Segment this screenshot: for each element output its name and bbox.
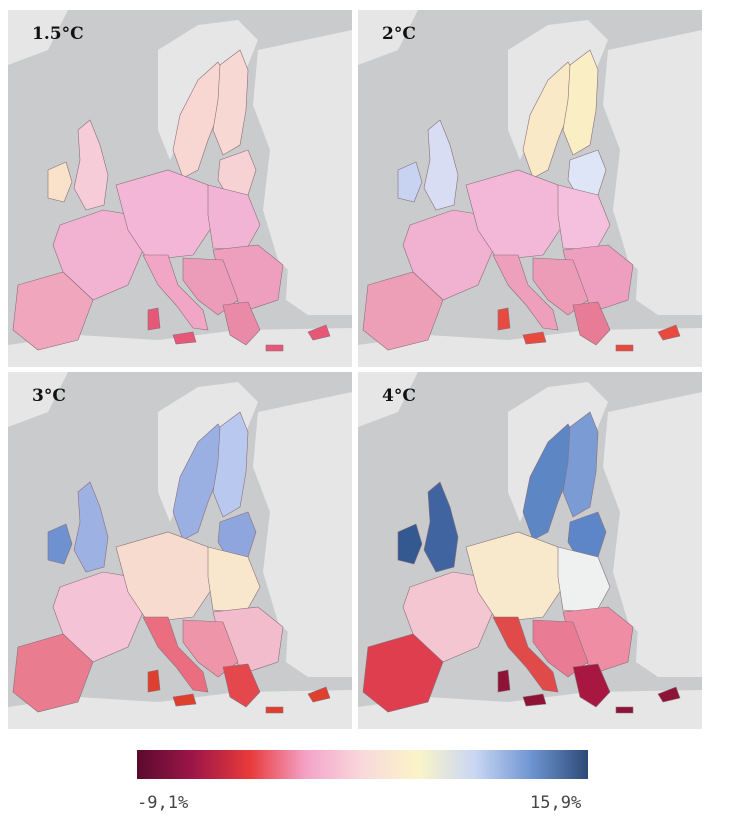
region-ireland bbox=[47, 161, 73, 203]
region-balkans bbox=[532, 619, 589, 678]
panel-label: 1.5°C bbox=[32, 24, 84, 44]
region-british bbox=[423, 119, 459, 211]
region-iberia bbox=[362, 633, 444, 713]
map-panel-2c: 2°C bbox=[358, 10, 702, 367]
europe-map-2c bbox=[358, 10, 702, 367]
russia-belarus-land bbox=[253, 30, 352, 310]
map-panel-4c: 4°C bbox=[358, 372, 702, 729]
russia-belarus-land bbox=[253, 392, 352, 672]
region-iberia bbox=[12, 271, 94, 351]
region-finland bbox=[212, 411, 249, 518]
region-central bbox=[115, 531, 214, 623]
region-greece bbox=[572, 663, 611, 708]
color-scale-bar bbox=[137, 750, 588, 779]
greenland-edge-land bbox=[358, 372, 418, 427]
region-greece bbox=[222, 301, 261, 346]
greenland-edge-land bbox=[8, 372, 68, 427]
region-islands bbox=[147, 307, 331, 352]
north-africa-land bbox=[358, 328, 702, 367]
turkey-land bbox=[286, 617, 352, 677]
region-british bbox=[73, 119, 109, 211]
panel-label: 2°C bbox=[382, 24, 416, 44]
region-italy bbox=[492, 616, 559, 693]
region-france bbox=[402, 571, 494, 663]
europe-map-4c bbox=[358, 372, 702, 729]
region-finland bbox=[562, 411, 599, 518]
region-central bbox=[465, 169, 564, 261]
region-france bbox=[52, 571, 144, 663]
legend-min-label: -9,1% bbox=[137, 793, 189, 813]
region-british bbox=[73, 481, 109, 573]
region-balkans bbox=[532, 257, 589, 316]
region-ireland bbox=[397, 523, 423, 565]
region-italy bbox=[492, 254, 559, 331]
map-panel-3c: 3°C bbox=[8, 372, 352, 729]
region-islands bbox=[497, 669, 681, 714]
region-italy bbox=[142, 254, 209, 331]
region-islands bbox=[147, 669, 331, 714]
color-scale-legend bbox=[137, 750, 588, 779]
region-british bbox=[423, 481, 459, 573]
region-france bbox=[52, 209, 144, 301]
turkey-land bbox=[636, 617, 702, 677]
region-finland bbox=[562, 49, 599, 156]
region-italy bbox=[142, 616, 209, 693]
region-ireland bbox=[397, 161, 423, 203]
north-africa-land bbox=[8, 690, 352, 729]
north-africa-land bbox=[358, 690, 702, 729]
turkey-land bbox=[636, 255, 702, 315]
region-iberia bbox=[362, 271, 444, 351]
legend-max-label: 15,9% bbox=[530, 793, 582, 813]
region-finland bbox=[212, 49, 249, 156]
region-greece bbox=[222, 663, 261, 708]
panel-label: 3°C bbox=[32, 386, 66, 406]
region-central bbox=[465, 531, 564, 623]
region-islands bbox=[497, 307, 681, 352]
russia-belarus-land bbox=[603, 392, 702, 672]
north-africa-land bbox=[8, 328, 352, 367]
panel-label: 4°C bbox=[382, 386, 416, 406]
region-greece bbox=[572, 301, 611, 346]
region-central bbox=[115, 169, 214, 261]
europe-map-1-5c bbox=[8, 10, 352, 367]
region-france bbox=[402, 209, 494, 301]
greenland-edge-land bbox=[358, 10, 418, 65]
region-iberia bbox=[12, 633, 94, 713]
turkey-land bbox=[286, 255, 352, 315]
greenland-edge-land bbox=[8, 10, 68, 65]
russia-belarus-land bbox=[603, 30, 702, 310]
region-ireland bbox=[47, 523, 73, 565]
europe-map-3c bbox=[8, 372, 352, 729]
region-balkans bbox=[182, 257, 239, 316]
map-panel-1-5c: 1.5°C bbox=[8, 10, 352, 367]
region-balkans bbox=[182, 619, 239, 678]
